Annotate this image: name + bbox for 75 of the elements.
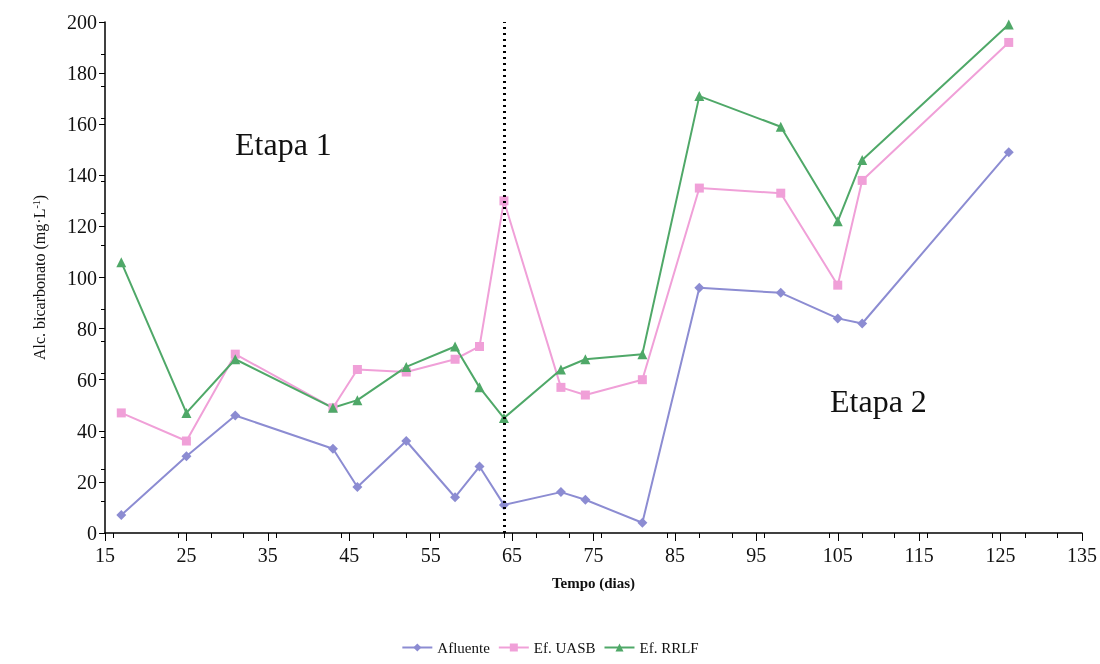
point <box>181 451 192 462</box>
y-tick-label: 0 <box>87 522 97 544</box>
point <box>230 354 241 365</box>
point <box>775 287 786 298</box>
y-tick-label: 100 <box>67 266 97 289</box>
point <box>1003 147 1014 158</box>
point <box>474 382 485 393</box>
point <box>580 390 590 400</box>
point <box>116 510 127 521</box>
point <box>580 494 591 505</box>
x-tick-label: 95 <box>746 544 767 566</box>
y-tick-label: 200 <box>67 11 97 33</box>
point <box>637 375 647 385</box>
y-tick-label: 40 <box>77 419 97 442</box>
point <box>475 341 485 351</box>
point <box>352 364 362 374</box>
annotation: Etapa 2 <box>830 383 927 419</box>
point <box>580 354 591 365</box>
x-tick-label: 85 <box>664 544 685 566</box>
legend-label: Ef. RRLF <box>639 639 699 656</box>
y-tick-label: 160 <box>67 113 97 136</box>
y-tick-label: 60 <box>77 368 97 391</box>
point <box>450 354 460 364</box>
point <box>832 313 843 324</box>
legend-label: Ef. UASB <box>533 639 596 656</box>
x-tick-label: 125 <box>985 544 1016 566</box>
point <box>327 443 338 454</box>
y-tick-label: 120 <box>67 215 97 238</box>
point <box>116 408 126 418</box>
x-axis-title: Tempo (dias) <box>551 574 636 592</box>
point <box>832 216 843 227</box>
point <box>555 364 566 375</box>
x-tick-label: 135 <box>1067 544 1097 566</box>
y-tick-label: 80 <box>77 317 97 340</box>
point <box>352 482 363 493</box>
point <box>833 280 843 290</box>
point <box>857 318 868 329</box>
x-tick-label: 65 <box>502 544 523 566</box>
point <box>776 188 786 198</box>
point <box>857 154 868 165</box>
point <box>1003 19 1014 30</box>
point <box>694 282 705 293</box>
point <box>181 407 192 418</box>
point <box>694 183 704 193</box>
point <box>401 361 412 372</box>
point <box>401 436 412 447</box>
point <box>637 517 648 528</box>
x-tick-label: 35 <box>257 544 278 566</box>
point <box>694 91 705 102</box>
point <box>555 487 566 498</box>
point <box>775 121 786 132</box>
x-tick-label: 55 <box>420 544 441 566</box>
x-tick-label: 15 <box>95 544 115 566</box>
point <box>352 395 363 406</box>
x-tick-label: 75 <box>583 544 604 566</box>
point <box>637 349 648 360</box>
point <box>230 410 241 421</box>
point <box>1004 37 1014 47</box>
x-tick-label: 115 <box>904 544 934 566</box>
y-tick-label: 180 <box>67 62 97 85</box>
point <box>556 382 566 392</box>
point <box>181 436 191 446</box>
x-tick-label: 25 <box>176 544 197 566</box>
y-tick-label: 20 <box>77 470 97 493</box>
point <box>474 461 485 472</box>
point <box>450 492 461 503</box>
x-tick-label: 105 <box>822 544 853 566</box>
point <box>450 341 461 352</box>
annotation: Etapa 1 <box>235 126 332 162</box>
point <box>857 175 867 185</box>
legend-label: Afluente <box>437 639 491 656</box>
x-tick-label: 45 <box>339 544 360 566</box>
point <box>116 257 127 268</box>
y-axis-title: Alc. bicarbonato (mg·L-1) <box>30 194 49 361</box>
y-tick-label: 140 <box>67 164 97 187</box>
